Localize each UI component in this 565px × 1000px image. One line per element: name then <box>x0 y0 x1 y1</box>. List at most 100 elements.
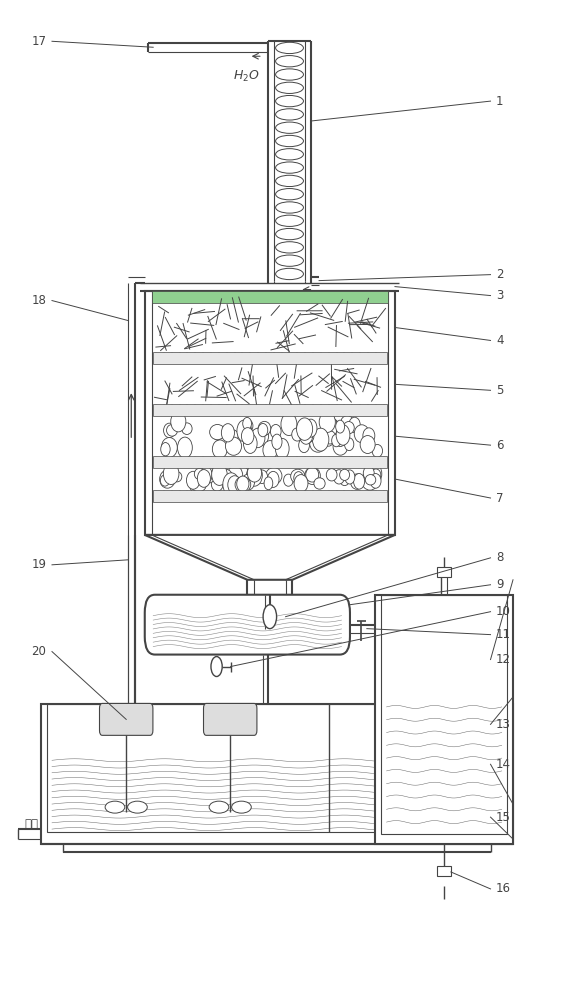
Text: 5: 5 <box>496 384 503 397</box>
Ellipse shape <box>232 801 251 813</box>
Ellipse shape <box>246 474 255 484</box>
Ellipse shape <box>305 419 317 437</box>
Ellipse shape <box>354 425 369 443</box>
Ellipse shape <box>235 477 251 492</box>
Ellipse shape <box>290 469 305 483</box>
Ellipse shape <box>267 471 279 487</box>
Ellipse shape <box>245 431 259 446</box>
FancyBboxPatch shape <box>145 595 350 655</box>
Ellipse shape <box>299 438 310 453</box>
Ellipse shape <box>314 478 325 489</box>
Ellipse shape <box>237 420 251 442</box>
Ellipse shape <box>234 467 251 490</box>
Ellipse shape <box>333 470 345 484</box>
Ellipse shape <box>305 467 320 484</box>
Ellipse shape <box>162 438 177 457</box>
Bar <box>151 291 388 535</box>
Text: 10: 10 <box>496 605 511 618</box>
Text: 4: 4 <box>496 334 503 347</box>
Ellipse shape <box>333 438 347 455</box>
Ellipse shape <box>167 425 177 436</box>
Ellipse shape <box>294 473 308 488</box>
Text: 14: 14 <box>496 758 511 771</box>
Ellipse shape <box>258 421 271 435</box>
Ellipse shape <box>324 431 336 444</box>
Ellipse shape <box>266 468 282 484</box>
Ellipse shape <box>365 475 376 485</box>
Ellipse shape <box>228 476 241 494</box>
Ellipse shape <box>190 476 207 492</box>
Ellipse shape <box>228 430 238 442</box>
Bar <box>437 866 451 876</box>
Bar <box>153 352 386 364</box>
Ellipse shape <box>336 420 345 433</box>
Ellipse shape <box>171 411 186 432</box>
Ellipse shape <box>212 427 223 440</box>
Ellipse shape <box>160 470 175 488</box>
Ellipse shape <box>201 466 212 483</box>
Ellipse shape <box>189 476 205 493</box>
Circle shape <box>211 657 222 677</box>
Bar <box>47 704 506 832</box>
Text: 11: 11 <box>496 628 511 641</box>
Ellipse shape <box>257 470 268 484</box>
Text: 15: 15 <box>496 811 511 824</box>
Text: 12: 12 <box>496 653 511 666</box>
Text: 18: 18 <box>32 294 46 307</box>
Ellipse shape <box>210 424 225 440</box>
Text: $H_2O$: $H_2O$ <box>233 69 259 84</box>
Ellipse shape <box>247 464 262 482</box>
Bar <box>437 567 451 577</box>
Ellipse shape <box>164 423 175 438</box>
Ellipse shape <box>343 422 354 434</box>
Ellipse shape <box>177 437 192 458</box>
Ellipse shape <box>105 801 125 813</box>
Bar <box>151 291 388 303</box>
Ellipse shape <box>336 425 350 445</box>
Ellipse shape <box>271 424 281 438</box>
Text: 16: 16 <box>496 882 511 895</box>
Ellipse shape <box>370 474 381 488</box>
Ellipse shape <box>212 440 227 458</box>
Ellipse shape <box>321 427 335 446</box>
Text: 1: 1 <box>496 95 503 108</box>
Ellipse shape <box>246 464 262 486</box>
Ellipse shape <box>228 466 243 485</box>
Text: 13: 13 <box>496 718 511 731</box>
Ellipse shape <box>272 434 282 449</box>
Ellipse shape <box>345 470 355 484</box>
Ellipse shape <box>210 471 220 482</box>
Ellipse shape <box>160 443 170 456</box>
Ellipse shape <box>211 478 223 491</box>
Ellipse shape <box>345 438 354 451</box>
Ellipse shape <box>244 434 257 453</box>
Ellipse shape <box>241 428 254 445</box>
Text: 20: 20 <box>32 645 46 658</box>
Ellipse shape <box>172 472 182 482</box>
Polygon shape <box>145 535 395 580</box>
Ellipse shape <box>284 474 293 486</box>
Ellipse shape <box>314 477 323 486</box>
Ellipse shape <box>310 435 326 452</box>
Ellipse shape <box>197 470 210 487</box>
Ellipse shape <box>294 475 308 492</box>
Ellipse shape <box>182 423 192 434</box>
Text: 19: 19 <box>32 558 46 571</box>
Ellipse shape <box>372 444 383 457</box>
Bar <box>153 490 386 502</box>
Ellipse shape <box>299 424 313 444</box>
Ellipse shape <box>341 416 354 430</box>
Text: 9: 9 <box>496 578 503 591</box>
Ellipse shape <box>350 474 363 489</box>
Text: 8: 8 <box>496 551 503 564</box>
Ellipse shape <box>223 474 233 488</box>
Ellipse shape <box>241 419 253 433</box>
Bar <box>41 704 513 844</box>
Ellipse shape <box>324 418 338 433</box>
Ellipse shape <box>254 427 268 446</box>
Ellipse shape <box>297 418 312 440</box>
Ellipse shape <box>223 473 240 496</box>
Ellipse shape <box>294 472 303 484</box>
Bar <box>375 595 513 844</box>
Ellipse shape <box>362 472 379 490</box>
